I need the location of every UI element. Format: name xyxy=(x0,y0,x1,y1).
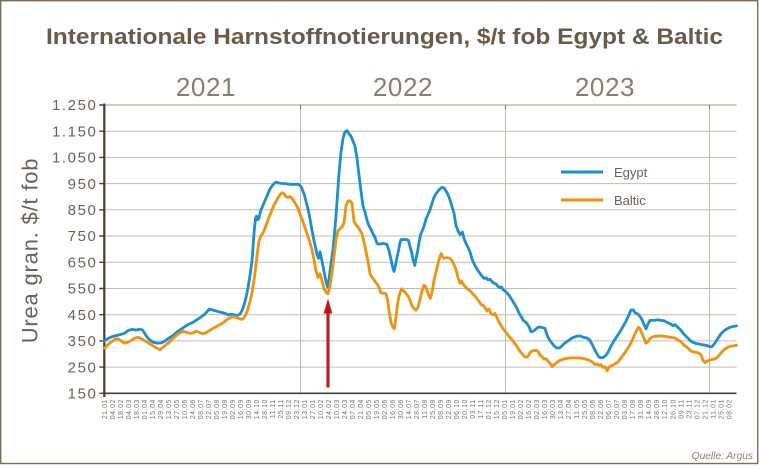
svg-text:01.12: 01.12 xyxy=(486,399,493,419)
svg-text:28.07: 28.07 xyxy=(414,399,421,419)
svg-text:14.09: 14.09 xyxy=(646,399,653,419)
svg-text:550: 550 xyxy=(68,281,98,298)
svg-text:350: 350 xyxy=(68,333,98,350)
svg-text:Internationale Harnstoffnotier: Internationale Harnstoffnotierungen, $/t… xyxy=(46,24,723,49)
svg-text:13.01: 13.01 xyxy=(302,399,309,419)
svg-text:10.02: 10.02 xyxy=(318,399,325,419)
svg-text:150: 150 xyxy=(68,386,98,403)
svg-text:16.03: 16.03 xyxy=(542,399,549,419)
svg-text:1.050: 1.050 xyxy=(52,150,98,167)
svg-text:01.04: 01.04 xyxy=(142,399,149,419)
svg-text:10.06: 10.06 xyxy=(182,399,189,419)
svg-text:19.05: 19.05 xyxy=(374,399,381,419)
svg-text:2022: 2022 xyxy=(373,72,433,102)
svg-text:13.04: 13.04 xyxy=(558,399,565,419)
svg-text:250: 250 xyxy=(68,359,98,376)
svg-text:17.11: 17.11 xyxy=(478,399,485,419)
svg-text:20.10: 20.10 xyxy=(462,399,469,419)
svg-text:14.10: 14.10 xyxy=(254,399,261,419)
svg-text:13.05: 13.05 xyxy=(166,399,173,419)
svg-text:12.10: 12.10 xyxy=(662,399,669,419)
svg-text:Quelle: Argus: Quelle: Argus xyxy=(692,451,753,462)
svg-text:2023: 2023 xyxy=(575,72,635,102)
svg-text:11.11: 11.11 xyxy=(270,399,277,418)
svg-text:02.06: 02.06 xyxy=(382,399,389,419)
svg-text:06.10: 06.10 xyxy=(454,399,461,419)
svg-text:09.12: 09.12 xyxy=(286,399,293,419)
svg-text:27.01: 27.01 xyxy=(310,399,317,419)
svg-text:09.11: 09.11 xyxy=(678,399,685,419)
svg-text:22.06: 22.06 xyxy=(598,399,605,419)
svg-text:1.250: 1.250 xyxy=(52,97,98,114)
svg-text:22.07: 22.07 xyxy=(206,399,213,419)
svg-text:11.08: 11.08 xyxy=(422,399,429,419)
svg-text:15.12: 15.12 xyxy=(494,399,501,419)
svg-text:21.01: 21.01 xyxy=(102,399,109,419)
svg-text:10.03: 10.03 xyxy=(334,399,341,419)
svg-text:08.07: 08.07 xyxy=(198,399,205,419)
svg-text:25.08: 25.08 xyxy=(430,399,437,419)
svg-text:750: 750 xyxy=(68,228,98,245)
svg-text:25.11: 25.11 xyxy=(278,399,285,419)
svg-text:30.06: 30.06 xyxy=(398,399,405,419)
svg-text:08.09: 08.09 xyxy=(438,399,445,419)
svg-text:07.04: 07.04 xyxy=(350,399,357,419)
svg-text:2021: 2021 xyxy=(176,72,236,102)
svg-text:05.05: 05.05 xyxy=(366,399,373,419)
svg-text:Urea gran. $/t fob: Urea gran. $/t fob xyxy=(18,158,43,344)
svg-text:23.12: 23.12 xyxy=(294,399,301,419)
svg-text:1.150: 1.150 xyxy=(52,123,98,140)
svg-text:03.08: 03.08 xyxy=(622,399,629,419)
svg-text:21.04: 21.04 xyxy=(358,399,365,419)
svg-text:19.01: 19.01 xyxy=(510,399,517,419)
svg-text:850: 850 xyxy=(68,202,98,219)
svg-text:25.01: 25.01 xyxy=(718,399,725,419)
svg-text:30.09: 30.09 xyxy=(246,399,253,419)
svg-text:28.09: 28.09 xyxy=(654,399,661,419)
svg-text:02.02: 02.02 xyxy=(518,399,525,419)
svg-text:08.02: 08.02 xyxy=(726,399,733,419)
svg-text:24.06: 24.06 xyxy=(190,399,197,419)
svg-text:08.06: 08.06 xyxy=(590,399,597,419)
svg-text:30.03: 30.03 xyxy=(550,399,557,419)
svg-text:05.08: 05.08 xyxy=(214,399,221,419)
svg-text:16.06: 16.06 xyxy=(390,399,397,419)
svg-text:Egypt: Egypt xyxy=(614,165,648,180)
svg-text:22.09: 22.09 xyxy=(446,399,453,419)
svg-text:24.02: 24.02 xyxy=(326,399,333,419)
svg-text:16.02: 16.02 xyxy=(526,399,533,419)
svg-text:06.07: 06.07 xyxy=(606,399,613,419)
svg-text:11.01: 11.01 xyxy=(710,399,717,419)
svg-text:23.11: 23.11 xyxy=(686,399,693,419)
svg-text:15.04: 15.04 xyxy=(150,399,157,419)
svg-text:16.09: 16.09 xyxy=(238,399,245,419)
svg-text:27.05: 27.05 xyxy=(174,399,181,419)
svg-text:18.02: 18.02 xyxy=(118,399,125,419)
svg-text:05.01: 05.01 xyxy=(502,399,509,419)
svg-text:02.03: 02.03 xyxy=(534,399,541,419)
svg-text:17.08: 17.08 xyxy=(630,399,637,419)
svg-text:26.10: 26.10 xyxy=(670,399,677,419)
svg-text:20.07: 20.07 xyxy=(614,399,621,419)
svg-text:11.05: 11.05 xyxy=(574,399,581,419)
svg-text:450: 450 xyxy=(68,307,98,324)
svg-text:28.10: 28.10 xyxy=(262,399,269,419)
svg-text:31.08: 31.08 xyxy=(638,399,645,419)
svg-text:03.11: 03.11 xyxy=(470,399,477,419)
svg-text:650: 650 xyxy=(68,255,98,272)
svg-text:04.03: 04.03 xyxy=(126,399,133,419)
svg-text:14.07: 14.07 xyxy=(406,399,413,419)
svg-text:04.02: 04.02 xyxy=(110,399,117,419)
svg-text:25.05: 25.05 xyxy=(582,399,589,419)
svg-text:24.03: 24.03 xyxy=(342,399,349,419)
svg-text:18.03: 18.03 xyxy=(134,399,141,419)
svg-text:07.12: 07.12 xyxy=(694,399,701,419)
svg-text:950: 950 xyxy=(68,176,98,193)
svg-text:29.04: 29.04 xyxy=(158,399,165,419)
svg-text:02.09: 02.09 xyxy=(230,399,237,419)
svg-text:Baltic: Baltic xyxy=(614,193,646,208)
svg-text:19.08: 19.08 xyxy=(222,399,229,419)
svg-text:27.04: 27.04 xyxy=(566,399,573,419)
svg-text:21.12: 21.12 xyxy=(702,399,709,419)
